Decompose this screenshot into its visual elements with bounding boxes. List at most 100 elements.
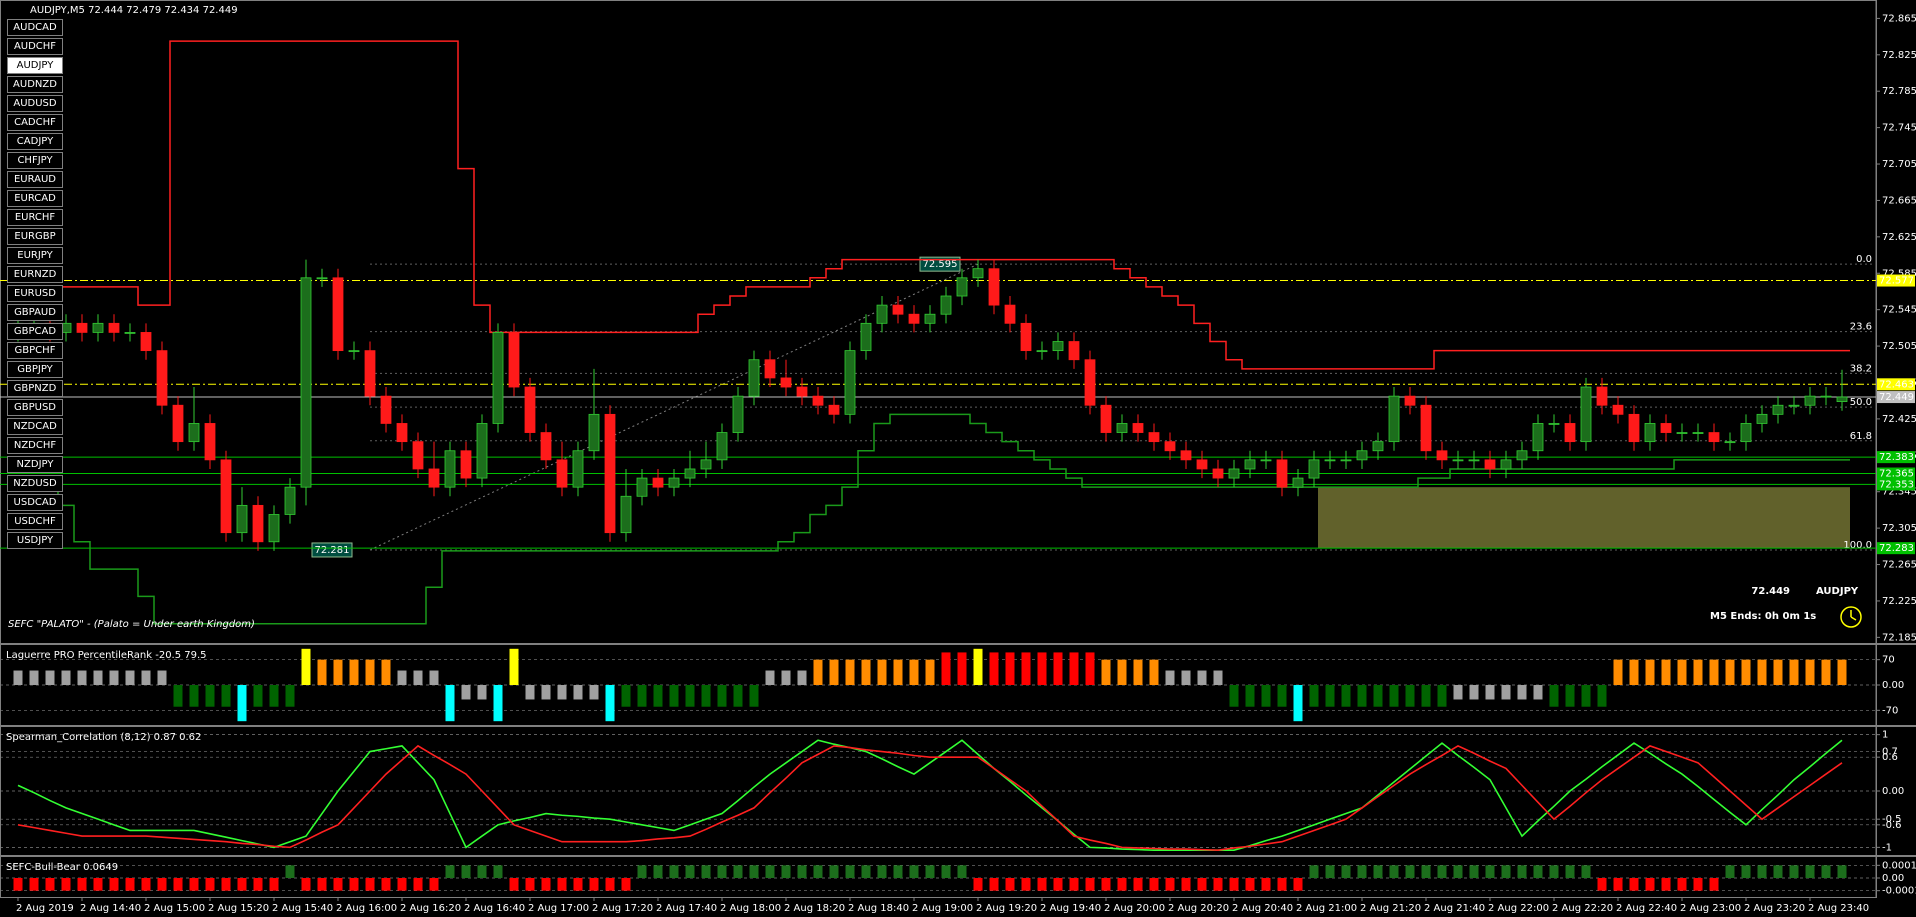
bar: [61, 878, 71, 891]
bar: [509, 648, 519, 685]
bar: [845, 659, 855, 685]
bar: [13, 670, 23, 685]
candle-body: [1436, 450, 1448, 461]
symbol-button[interactable]: EURNZD: [7, 266, 63, 283]
candle-body: [1148, 432, 1160, 443]
symbol-button[interactable]: EURJPY: [7, 247, 63, 264]
symbol-button[interactable]: NZDCHF: [7, 437, 63, 454]
candle-body: [1244, 459, 1256, 470]
symbol-button[interactable]: GBPUSD: [7, 399, 63, 416]
symbol-button[interactable]: USDCAD: [7, 494, 63, 511]
bar: [45, 670, 55, 685]
symbol-name: AUDJPY: [1816, 586, 1859, 597]
bar: [1421, 685, 1431, 707]
pane-title: Spearman_Correlation (8,12) 0.87 0.62: [6, 732, 201, 743]
x-tick-label: 2 Aug 2019: [16, 903, 74, 914]
bar: [1597, 685, 1607, 707]
bar: [77, 878, 87, 891]
bar: [1469, 865, 1479, 878]
chart-title: AUDJPY,M5 72.444 72.479 72.434 72.449: [30, 5, 238, 16]
bar: [861, 865, 871, 878]
symbol-button[interactable]: CHFJPY: [7, 152, 63, 169]
candle-body: [908, 313, 920, 324]
bar: [589, 685, 599, 700]
symbol-button[interactable]: EURGBP: [7, 228, 63, 245]
symbol-button[interactable]: GBPNZD: [7, 380, 63, 397]
bar: [413, 670, 423, 685]
candle-body: [1756, 413, 1768, 424]
y-tick-label: 72.225: [1882, 596, 1916, 607]
bar: [1389, 685, 1399, 707]
x-tick-label: 2 Aug 18:40: [848, 903, 909, 914]
symbol-button[interactable]: AUDCHF: [7, 38, 63, 55]
bar: [1229, 685, 1239, 707]
candle-body: [1084, 359, 1096, 406]
candle-body: [684, 468, 696, 479]
candle-body: [348, 350, 360, 353]
bar: [573, 878, 583, 891]
candle-body: [1740, 423, 1752, 443]
symbol-button[interactable]: NZDCAD: [7, 418, 63, 435]
x-tick-label: 2 Aug 18:20: [784, 903, 845, 914]
bar: [29, 670, 39, 685]
y-tick-label: 70: [1882, 655, 1895, 666]
symbol-button[interactable]: EURAUD: [7, 171, 63, 188]
bar: [1757, 865, 1767, 878]
bar: [493, 685, 503, 722]
bar: [1773, 659, 1783, 685]
bar: [1485, 865, 1495, 878]
candle-body: [1788, 404, 1800, 407]
symbol-button[interactable]: EURUSD: [7, 285, 63, 302]
symbol-button[interactable]: CADCHF: [7, 114, 63, 131]
candle-body: [1708, 432, 1720, 443]
frame: [0, 0, 1877, 898]
symbol-button[interactable]: AUDCAD: [7, 19, 63, 36]
zone: [1318, 487, 1850, 549]
candle-body: [716, 432, 728, 461]
symbol-button[interactable]: USDCHF: [7, 513, 63, 530]
candle-body: [1836, 396, 1848, 403]
bar: [1789, 659, 1799, 685]
bar: [221, 685, 231, 707]
y-tick-label: -0.6: [1882, 820, 1902, 831]
bar: [1245, 878, 1255, 891]
candle-body: [1420, 404, 1432, 452]
symbol-button[interactable]: CADJPY: [7, 133, 63, 150]
candle-body: [236, 504, 248, 534]
bar: [333, 878, 343, 891]
candle-body: [1580, 386, 1592, 443]
bar: [749, 685, 759, 707]
symbol-button[interactable]: GBPCHF: [7, 342, 63, 359]
bar: [525, 685, 535, 700]
symbol-button[interactable]: GBPCAD: [7, 323, 63, 340]
symbol-button[interactable]: AUDNZD: [7, 76, 63, 93]
symbol-button[interactable]: NZDUSD: [7, 475, 63, 492]
symbol-button[interactable]: AUDJPY: [7, 57, 63, 74]
symbol-button[interactable]: EURCHF: [7, 209, 63, 226]
symbol-button[interactable]: EURCAD: [7, 190, 63, 207]
bar: [1085, 878, 1095, 891]
candle-body: [860, 322, 872, 352]
symbol-button[interactable]: AUDUSD: [7, 95, 63, 112]
symbol-button[interactable]: USDJPY: [7, 532, 63, 549]
candle-body: [1228, 468, 1240, 479]
candle-body: [188, 423, 200, 443]
candle-body: [284, 486, 296, 515]
bar-timer: M5 Ends: 0h 0m 1s: [1710, 611, 1816, 622]
symbol-button[interactable]: NZDJPY: [7, 456, 63, 473]
symbol-button[interactable]: GBPJPY: [7, 361, 63, 378]
bar: [381, 659, 391, 685]
candle-body: [204, 423, 216, 461]
bar: [1437, 685, 1447, 707]
bar: [525, 878, 535, 891]
symbol-button[interactable]: GBPAUD: [7, 304, 63, 321]
bar: [173, 878, 183, 891]
y-tick-label: 72.625: [1882, 232, 1916, 243]
bar: [717, 865, 727, 878]
candle-body: [1196, 459, 1208, 470]
bar: [1277, 685, 1287, 707]
y-tick-label: 72.585: [1882, 268, 1916, 279]
bar: [205, 878, 215, 891]
bar: [813, 659, 823, 685]
x-tick-label: 2 Aug 17:40: [656, 903, 717, 914]
